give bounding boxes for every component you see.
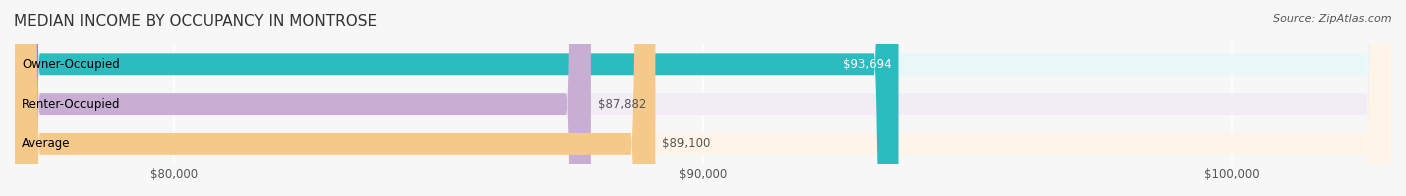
Text: $87,882: $87,882 bbox=[598, 98, 647, 111]
Text: Average: Average bbox=[22, 137, 70, 150]
FancyBboxPatch shape bbox=[15, 0, 1391, 196]
FancyBboxPatch shape bbox=[15, 0, 591, 196]
Text: Source: ZipAtlas.com: Source: ZipAtlas.com bbox=[1274, 14, 1392, 24]
FancyBboxPatch shape bbox=[15, 0, 1391, 196]
FancyBboxPatch shape bbox=[15, 0, 1391, 196]
Text: MEDIAN INCOME BY OCCUPANCY IN MONTROSE: MEDIAN INCOME BY OCCUPANCY IN MONTROSE bbox=[14, 14, 377, 29]
Text: $93,694: $93,694 bbox=[844, 58, 891, 71]
Text: $89,100: $89,100 bbox=[662, 137, 710, 150]
Text: Owner-Occupied: Owner-Occupied bbox=[22, 58, 120, 71]
Text: Renter-Occupied: Renter-Occupied bbox=[22, 98, 121, 111]
FancyBboxPatch shape bbox=[15, 0, 898, 196]
FancyBboxPatch shape bbox=[15, 0, 655, 196]
